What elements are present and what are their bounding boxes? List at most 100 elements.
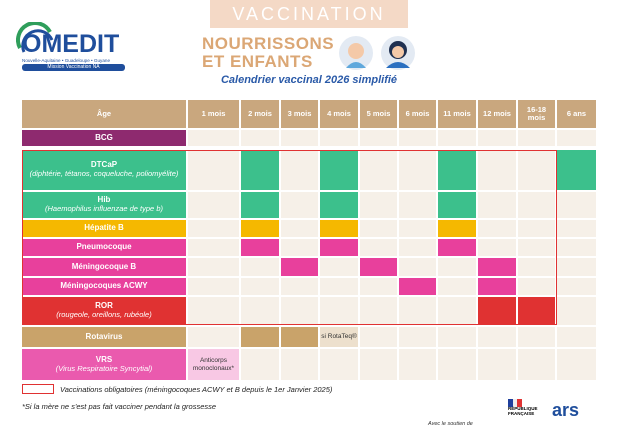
column-label: 1 mois	[201, 108, 226, 118]
partner1-logo: RÉPUBLIQUE FRANÇAISE	[505, 396, 545, 432]
vaccine-name: Hib	[97, 195, 111, 205]
empty-cell	[360, 239, 397, 256]
empty-cell	[478, 130, 516, 146]
age-header-text: Âge	[96, 108, 112, 118]
dose-cell	[438, 239, 476, 256]
vaccine-name: VRS	[95, 354, 113, 364]
empty-cell	[188, 327, 239, 347]
empty-cell	[188, 192, 239, 218]
empty-cell	[478, 150, 516, 190]
empty-cell	[320, 349, 358, 380]
dose-cell	[360, 258, 397, 276]
empty-cell	[360, 349, 397, 380]
column-header: 1 mois	[188, 100, 239, 128]
empty-cell	[188, 130, 239, 146]
empty-cell	[518, 327, 555, 347]
partner1-name: RÉPUBLIQUE FRANÇAISE	[508, 406, 538, 416]
empty-cell	[438, 258, 476, 276]
empty-cell	[241, 297, 279, 325]
dose-cell	[281, 258, 318, 276]
vaccine-label: Méningocoque B	[22, 258, 186, 276]
empty-cell	[399, 192, 436, 218]
empty-cell	[557, 130, 596, 146]
vaccine-label: BCG	[22, 130, 186, 146]
dose-cell	[438, 150, 476, 190]
title-line2: ET ENFANTS	[202, 52, 313, 71]
empty-cell	[557, 258, 596, 276]
empty-cell	[399, 239, 436, 256]
dose-cell	[438, 220, 476, 237]
empty-cell	[188, 220, 239, 237]
empty-cell	[478, 192, 516, 218]
column-label: 3 mois	[287, 108, 312, 118]
column-header: 6 mois	[399, 100, 436, 128]
legend-swatch	[22, 384, 54, 394]
empty-cell	[281, 278, 318, 295]
empty-cell	[281, 349, 318, 380]
empty-cell	[399, 297, 436, 325]
empty-cell	[518, 349, 555, 380]
vaccine-detail: (Virus Respiratoire Syncytial)	[55, 363, 153, 373]
column-label: 6 ans	[566, 108, 587, 118]
vaccine-name: ROR	[95, 301, 113, 311]
vaccine-label: Hib (Haemophilus influenzae de type b)	[22, 192, 186, 218]
empty-cell	[399, 258, 436, 276]
empty-cell	[399, 130, 436, 146]
vaccine-label: Pneumocoque	[22, 239, 186, 256]
empty-cell	[188, 297, 239, 325]
empty-cell	[557, 327, 596, 347]
dose-cell	[518, 297, 555, 325]
dose-cell	[320, 192, 358, 218]
dose-note-cell: Anticorps monoclonaux*	[188, 349, 239, 380]
empty-cell	[320, 297, 358, 325]
vaccine-label: Méningocoques ACWY	[22, 278, 186, 295]
dose-cell	[478, 297, 516, 325]
vaccine-name: Hépatite B	[84, 223, 124, 233]
empty-cell	[320, 130, 358, 146]
dose-note: Anticorps monoclonaux*	[192, 357, 235, 372]
column-label: 5 mois	[366, 108, 391, 118]
vaccine-name: DTCaP	[90, 160, 118, 170]
dose-cell	[478, 278, 516, 295]
vaccine-label: DTCaP (diphtérie, tétanos, coqueluche, po…	[22, 150, 186, 190]
empty-cell	[188, 150, 239, 190]
vaccine-name: BCG	[95, 132, 113, 142]
empty-cell	[360, 327, 397, 347]
dose-note-cell: si RotaTeq®	[320, 327, 358, 347]
empty-cell	[360, 297, 397, 325]
empty-cell	[320, 278, 358, 295]
vaccine-detail: (rougeole, oreillons, rubéole)	[56, 310, 152, 320]
column-label: 16-18 mois	[526, 104, 547, 122]
empty-cell	[478, 327, 516, 347]
dose-cell	[320, 220, 358, 237]
avatars	[339, 36, 415, 70]
empty-cell	[518, 239, 555, 256]
empty-cell	[360, 130, 397, 146]
dose-cell	[320, 239, 358, 256]
empty-cell	[557, 297, 596, 325]
empty-cell	[281, 297, 318, 325]
empty-cell	[241, 349, 279, 380]
empty-cell	[241, 278, 279, 295]
banner: VACCINATION	[210, 0, 408, 28]
dose-cell	[281, 327, 318, 347]
column-header: 6 ans	[557, 100, 596, 128]
logo-name: OMEDIT	[22, 30, 120, 58]
empty-cell	[360, 278, 397, 295]
dose-cell	[241, 192, 279, 218]
legend-text: Vaccinations obligatoires (méningocoques…	[60, 385, 333, 394]
empty-cell	[478, 349, 516, 380]
vaccine-name: Méningocoques ACWY	[60, 281, 148, 291]
empty-cell	[320, 258, 358, 276]
support-text: Avec le soutien de	[428, 421, 473, 427]
empty-cell	[281, 150, 318, 190]
empty-cell	[438, 349, 476, 380]
empty-cell	[557, 349, 596, 380]
dose-cell	[478, 258, 516, 276]
empty-cell	[399, 220, 436, 237]
column-label: 4 mois	[327, 108, 351, 118]
dose-cell	[557, 150, 596, 190]
footnote: *Si la mère ne s'est pas fait vacciner p…	[22, 402, 217, 411]
empty-cell	[518, 130, 555, 146]
